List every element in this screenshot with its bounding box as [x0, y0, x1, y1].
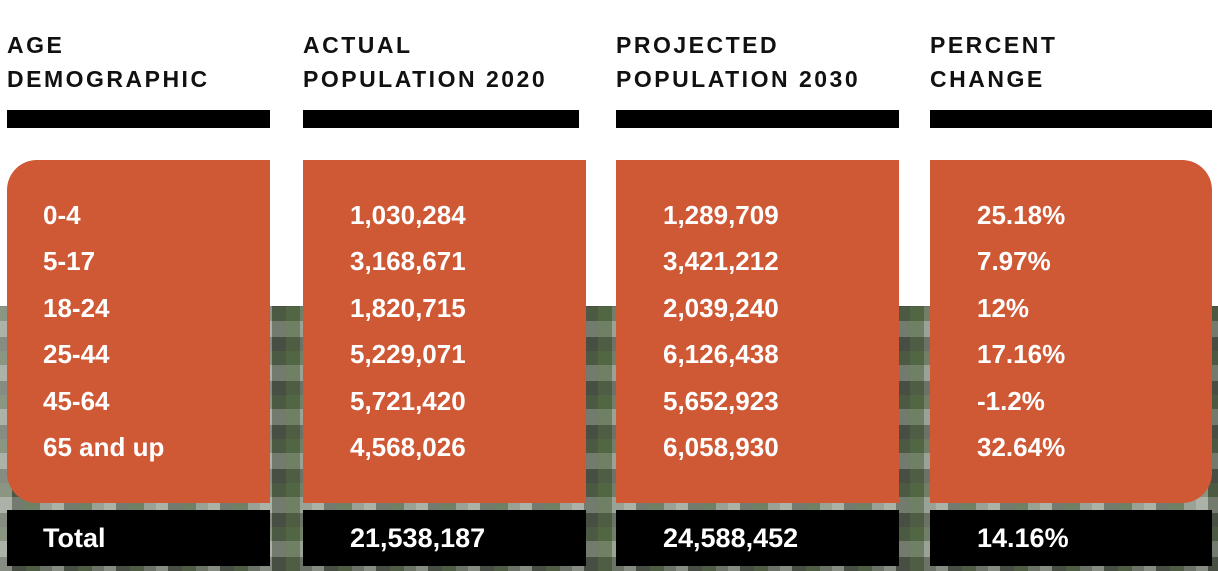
header-line: POPULATION 2030 — [616, 66, 861, 92]
header-line: CHANGE — [930, 66, 1045, 92]
header-rule — [7, 110, 270, 128]
table-cell: 5,229,071 — [350, 339, 466, 370]
table-cell: 3,421,212 — [663, 246, 779, 277]
table-cell: 4,568,026 — [350, 431, 466, 462]
header-line: ACTUAL — [303, 32, 413, 58]
table-cell: 2,039,240 — [663, 292, 779, 323]
table-cell: 6,126,438 — [663, 339, 779, 370]
header-line: PERCENT — [930, 32, 1058, 58]
age-list: 0-4 5-17 18-24 25-44 45-64 65 and up — [43, 192, 164, 470]
table-cell: 1,289,709 — [663, 200, 779, 230]
total-label: Total — [43, 523, 106, 553]
header-line: POPULATION 2020 — [303, 66, 548, 92]
total-actual: 21,538,187 — [350, 523, 486, 553]
header-actual-2020: ACTUAL POPULATION 2020 — [303, 28, 547, 96]
actual-list: 1,030,284 3,168,671 1,820,715 5,229,071 … — [350, 192, 466, 470]
header-rule — [616, 110, 899, 128]
header-rule — [303, 110, 579, 128]
projected-list: 1,289,709 3,421,212 2,039,240 6,126,438 … — [663, 192, 779, 470]
table-cell: 12% — [977, 292, 1030, 323]
table-cell: 18-24 — [43, 292, 110, 323]
percent-list: 25.18% 7.97% 12% 17.16% -1.2% 32.64% — [977, 192, 1065, 470]
table-cell: 25-44 — [43, 339, 110, 370]
actual-panel — [303, 160, 586, 503]
header-line: DEMOGRAPHIC — [7, 66, 210, 92]
total-bar — [616, 510, 899, 566]
table-cell: 65 and up — [43, 431, 165, 462]
table-cell: 25.18% — [977, 200, 1066, 230]
table-cell: 1,820,715 — [350, 292, 466, 323]
table-cell: 1,030,284 — [350, 200, 466, 230]
table-cell: 32.64% — [977, 431, 1066, 462]
header-projected-2030: PROJECTED POPULATION 2030 — [616, 28, 860, 96]
table-cell: 5-17 — [43, 246, 96, 277]
header-age-demographic: AGE DEMOGRAPHIC — [7, 28, 210, 96]
table-cell: 5,721,420 — [350, 385, 466, 416]
header-percent-change: PERCENT CHANGE — [930, 28, 1057, 96]
header-line: AGE — [7, 32, 65, 58]
total-projected: 24,588,452 — [663, 523, 799, 553]
table-cell: 7.97% — [977, 246, 1051, 277]
table-cell: 17.16% — [977, 339, 1066, 370]
total-bar — [930, 510, 1212, 566]
table-cell: -1.2% — [977, 385, 1045, 416]
table-cell: 6,058,930 — [663, 431, 779, 462]
age-panel — [7, 160, 270, 503]
total-percent: 14.16% — [977, 523, 1069, 553]
table-cell: 5,652,923 — [663, 385, 779, 416]
total-bar — [7, 510, 270, 566]
table-cell: 0-4 — [43, 200, 81, 230]
header-rule — [930, 110, 1212, 128]
percent-panel — [930, 160, 1212, 503]
header-line: PROJECTED — [616, 32, 780, 58]
table-cell: 45-64 — [43, 385, 110, 416]
total-bar — [303, 510, 586, 566]
table-cell: 3,168,671 — [350, 246, 466, 277]
projected-panel — [616, 160, 899, 503]
